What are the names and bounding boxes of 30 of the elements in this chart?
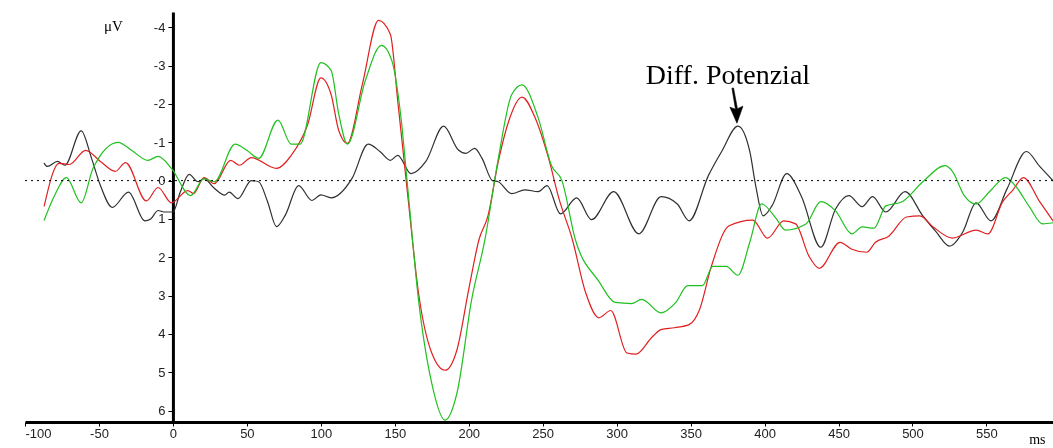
line-series — [43, 44, 1053, 421]
y-tick-label: -2 — [153, 96, 166, 112]
y-tick-label: -3 — [153, 58, 166, 74]
y-tick-label: 3 — [158, 288, 166, 304]
annotation: Diff. Potenzial — [645, 59, 811, 91]
y-tick-label: 0 — [158, 173, 166, 189]
x-tick-label: 50 — [240, 425, 255, 441]
y-tick-label: 5 — [158, 364, 166, 380]
x-tick-label: 350 — [680, 425, 702, 441]
x-tick-label: 0 — [169, 425, 178, 441]
x-tick-label: 300 — [606, 425, 629, 441]
x-tick-label: 500 — [902, 425, 924, 441]
y-axis-title: μV — [103, 18, 124, 35]
x-tick-label: -50 — [90, 425, 109, 441]
y-tick-label: 2 — [158, 249, 166, 265]
x-tick-label: 450 — [828, 425, 850, 441]
x-tick-label: -100 — [25, 425, 52, 441]
y-tick-label: 4 — [158, 326, 166, 342]
line-series — [43, 125, 1053, 248]
x-tick-label: 550 — [976, 425, 998, 441]
x-tick-label: 400 — [754, 425, 776, 441]
y-tick-label: 1 — [158, 211, 166, 227]
y-tick-label: -4 — [153, 19, 166, 35]
y-tick-label: 6 — [158, 403, 166, 418]
x-tick-label: 150 — [384, 425, 407, 441]
x-tick-label: 100 — [310, 425, 333, 441]
y-tick-label: -1 — [153, 134, 166, 150]
x-tick-label: 250 — [532, 425, 555, 441]
x-tick-label: 200 — [458, 425, 481, 441]
x-axis-title: ms — [1029, 431, 1046, 447]
